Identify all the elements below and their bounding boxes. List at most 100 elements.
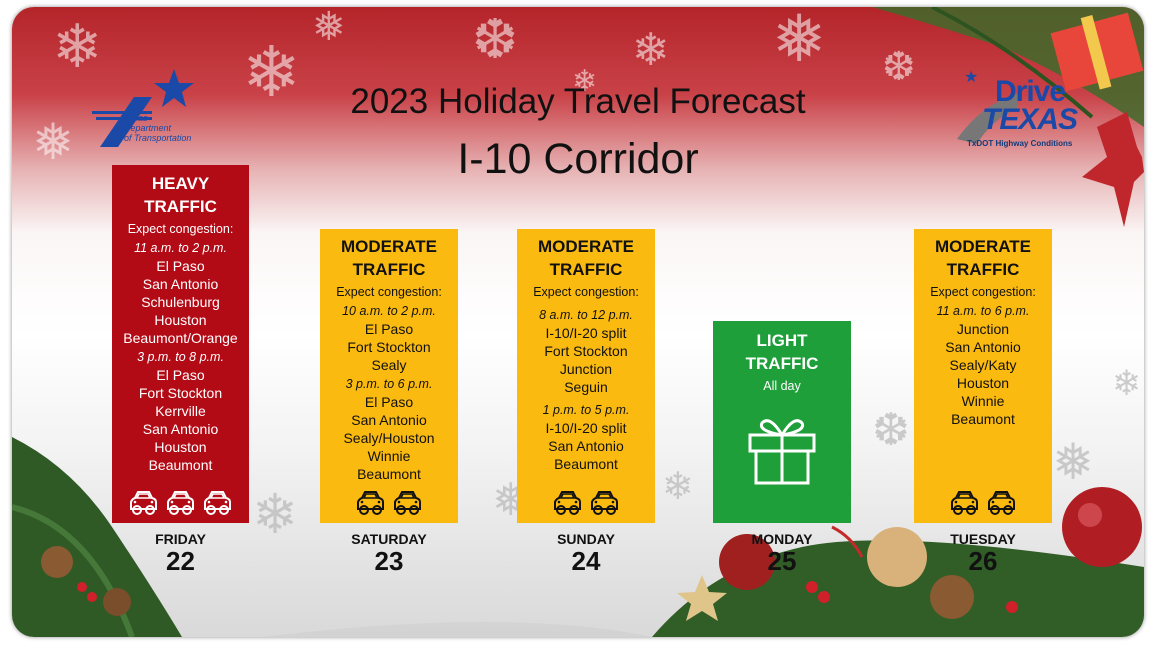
- location-name: Fort Stockton: [347, 339, 431, 355]
- location-name: San Antonio: [142, 276, 219, 292]
- snowflake-icon: ❄: [662, 464, 694, 508]
- expect-congestion-label: Expect congestion:: [533, 285, 639, 299]
- traffic-level: MODERATE: [537, 237, 634, 256]
- snowflake-icon: ❆: [872, 403, 910, 456]
- time-window: 3 p.m. to 6 p.m.: [345, 377, 433, 391]
- location-name: Beaumont: [148, 457, 213, 473]
- day-date: 25: [767, 546, 797, 576]
- snowflake-icon: ❄: [242, 31, 301, 113]
- location-name: San Antonio: [945, 339, 1021, 355]
- snowflake-icon: ❄: [52, 12, 103, 82]
- location-name: Junction: [559, 361, 613, 377]
- time-window: 8 a.m. to 12 p.m.: [539, 308, 633, 322]
- location-name: El Paso: [156, 258, 205, 274]
- traffic-level: TRAFFIC: [144, 197, 217, 216]
- traffic-level: MODERATE: [934, 237, 1031, 256]
- traffic-level: TRAFFIC: [946, 260, 1020, 279]
- logo-text-line: of Transportation: [124, 133, 192, 143]
- expect-congestion-label: All day: [763, 379, 801, 393]
- traffic-level: TRAFFIC: [549, 260, 623, 279]
- traffic-cars: [112, 488, 249, 518]
- snowflake-icon: ❄: [252, 482, 299, 546]
- location-name: Winnie: [367, 448, 411, 464]
- day-name: TUESDAY: [950, 531, 1016, 547]
- day-label: MONDAY 25: [712, 531, 852, 575]
- traffic-level: TRAFFIC: [352, 260, 426, 279]
- expect-congestion-label: Expect congestion:: [930, 285, 1036, 299]
- car-icon: [204, 491, 231, 515]
- day-date: 24: [571, 546, 601, 576]
- traffic-level: MODERATE: [340, 237, 437, 256]
- location-name: I-10/I-20 split: [545, 420, 627, 436]
- car-icon: [591, 491, 618, 515]
- snowflake-icon: ❆: [472, 7, 519, 71]
- drive-texas-logo: ★ Drive TEXAS TxDOT Highway Conditions: [947, 67, 1087, 157]
- day-name: SATURDAY: [351, 531, 427, 547]
- txdot-logo: Texas Department of Transportation: [82, 67, 212, 157]
- road-icon: [957, 94, 1017, 144]
- day-name: MONDAY: [751, 531, 813, 547]
- txdot-logo-text: Texas Department of Transportation: [124, 113, 191, 143]
- time-window: 10 a.m. to 2 p.m.: [342, 304, 436, 318]
- snowflake-icon: ❆: [882, 44, 916, 90]
- forecast-card-monday: LIGHT TRAFFIC All day: [713, 321, 851, 523]
- forecast-card-tuesday: MODERATE TRAFFIC Expect congestion: 11 a.m.…: [914, 229, 1052, 523]
- expect-congestion-label: Expect congestion:: [336, 285, 442, 299]
- gift-icon: [713, 409, 851, 494]
- location-name: I-10/I-20 split: [545, 325, 627, 341]
- time-window: 11 a.m. to 6 p.m.: [936, 304, 1030, 318]
- holiday-decor: [12, 7, 1144, 637]
- car-icon: [357, 491, 384, 515]
- texas-text: TEXAS: [982, 103, 1078, 136]
- location-name: Beaumont: [951, 411, 1015, 427]
- pine-branch-icon: [12, 437, 182, 637]
- location-name: El Paso: [364, 394, 414, 410]
- car-icon: [167, 491, 194, 515]
- car-icon: [394, 491, 421, 515]
- location-name: Beaumont: [554, 456, 618, 472]
- day-name: FRIDAY: [155, 531, 206, 547]
- traffic-cars: [914, 488, 1052, 518]
- location-name: Seguin: [564, 379, 608, 395]
- day-label: SATURDAY 23: [319, 531, 459, 575]
- day-date: 22: [166, 546, 195, 576]
- car-icon: [951, 491, 978, 515]
- traffic-level: TRAFFIC: [745, 354, 819, 373]
- day-label: SUNDAY 24: [516, 531, 656, 575]
- location-name: El Paso: [364, 321, 414, 337]
- car-icon: [988, 491, 1015, 515]
- location-name: Schulenburg: [141, 294, 220, 310]
- location-name: Houston: [154, 439, 207, 455]
- day-name: SUNDAY: [557, 531, 615, 547]
- page-title: 2023 Holiday Travel Forecast: [350, 82, 806, 121]
- gift-box-icon: [1050, 12, 1144, 92]
- traffic-level: LIGHT: [756, 331, 808, 350]
- snowflake-icon: ❅: [312, 7, 346, 50]
- day-date: 26: [968, 546, 998, 576]
- star-ornament-icon: [1082, 112, 1144, 227]
- day-label: FRIDAY 22: [111, 531, 251, 575]
- location-name: Beaumont: [357, 466, 421, 482]
- page-subtitle: I-10 Corridor: [457, 135, 699, 183]
- day-label: TUESDAY 26: [913, 531, 1053, 575]
- snowflake-icon: ❅: [772, 7, 827, 77]
- snowflake-icon: ❄: [572, 64, 598, 99]
- txdot-logo-mark: [92, 69, 194, 147]
- forecast-card-friday: HEAVY TRAFFIC Expect congestion: 11 a.m. to…: [112, 165, 249, 523]
- star-icon: ★: [964, 69, 979, 86]
- location-name: Kerrville: [155, 403, 206, 419]
- expect-congestion-label: Expect congestion:: [127, 222, 234, 236]
- time-window: 11 a.m. to 2 p.m.: [134, 241, 227, 255]
- time-window: 1 p.m. to 5 p.m.: [542, 403, 630, 417]
- location-name: Sealy: [371, 357, 407, 373]
- traffic-cars: [320, 488, 458, 518]
- location-name: Fort Stockton: [544, 343, 628, 359]
- location-name: Houston: [956, 375, 1010, 391]
- location-name: San Antonio: [142, 421, 219, 437]
- logo-text-line: Texas: [124, 113, 148, 123]
- location-name: Houston: [154, 312, 207, 328]
- forecast-card-saturday: MODERATE TRAFFIC Expect congestion: 10 a.m.…: [320, 229, 458, 523]
- snowflake-icon: ❄: [1112, 364, 1142, 404]
- traffic-cars: [517, 488, 655, 518]
- traffic-level: HEAVY: [151, 174, 210, 193]
